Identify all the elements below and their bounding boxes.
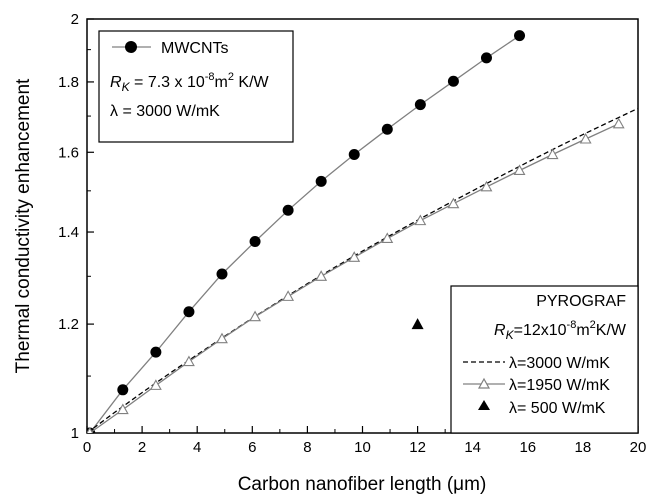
rk-unit: m <box>215 74 228 91</box>
x-tick-label: 14 <box>464 439 481 456</box>
legend-pyrograf: PYROGRAF RK=12x10-8m2K/W λ=3000 W/mK λ=1… <box>450 285 639 434</box>
legend-500-marker <box>478 400 490 410</box>
data-point <box>414 214 427 226</box>
data-point <box>183 306 195 318</box>
series-2 <box>87 117 625 433</box>
data-point <box>480 180 493 192</box>
data-point <box>447 75 459 87</box>
rk-value: = 7.3 x 10 <box>130 74 205 91</box>
rk-symbol: R <box>110 74 122 91</box>
data-point <box>315 175 327 187</box>
x-tick-label: 18 <box>575 439 592 456</box>
data-point <box>116 403 129 415</box>
data-point <box>348 149 360 161</box>
series-1 <box>87 107 638 433</box>
data-point <box>447 197 460 209</box>
series-3 <box>411 318 424 330</box>
data-point <box>480 52 492 64</box>
x-axis: 0 2 4 6 8 10 12 14 16 18 20 <box>83 426 647 456</box>
series-line <box>87 107 638 433</box>
x-tick-label: 8 <box>303 439 311 456</box>
y-tick-label: 1.6 <box>58 144 79 161</box>
x-tick-label: 16 <box>519 439 536 456</box>
data-point <box>411 318 424 330</box>
legend-mwcnts-lambda: λ = 3000 W/mK <box>110 103 220 120</box>
series-layer <box>87 30 638 433</box>
x-tick-label: 12 <box>409 439 426 456</box>
data-point <box>150 346 162 358</box>
legend-pyrograf-rk: RK=12x10-8m2K/W <box>494 319 627 342</box>
data-point <box>315 270 328 281</box>
x-tick-label: 4 <box>193 439 201 456</box>
data-point <box>414 99 426 111</box>
legend-3000-label: λ=3000 W/mK <box>509 355 610 372</box>
x-tick-label: 20 <box>630 439 647 456</box>
data-point <box>579 132 592 144</box>
rk-subscript: K <box>506 328 515 342</box>
series-line <box>89 35 520 433</box>
data-point <box>513 164 526 176</box>
data-point <box>216 268 228 280</box>
legend-pyrograf-title: PYROGRAF <box>536 293 626 310</box>
data-point <box>87 426 94 433</box>
rk-unit-exponent: 2 <box>590 319 596 331</box>
rk-exponent: -8 <box>205 71 215 83</box>
x-tick-label: 0 <box>83 439 91 456</box>
rk-exponent: -8 <box>567 319 577 331</box>
data-point <box>216 332 228 344</box>
data-point <box>282 290 295 301</box>
data-point <box>117 384 129 396</box>
y-tick-label: 2 <box>71 11 79 28</box>
legend-1950-label: λ=1950 W/mK <box>509 377 610 394</box>
rk-symbol: R <box>494 322 506 339</box>
data-point <box>381 123 393 135</box>
legend-500-label: λ= 500 W/mK <box>509 400 606 417</box>
data-point <box>348 251 361 262</box>
y-tick-label: 1 <box>71 425 79 442</box>
rk-value: =12x10 <box>514 322 567 339</box>
series-0 <box>87 30 526 433</box>
y-tick-label: 1.8 <box>58 74 79 91</box>
y-tick-label: 1.2 <box>58 316 79 333</box>
data-point <box>183 355 195 367</box>
legend-1950-marker <box>477 377 491 389</box>
rk-subscript: K <box>122 80 131 94</box>
legend-mwcnts: MWCNTs RK = 7.3 x 10-8m2 K/W λ = 3000 W/… <box>98 30 294 143</box>
rk-unit-exponent: 2 <box>228 71 234 83</box>
y-tick-label: 1.4 <box>58 224 79 241</box>
x-tick-label: 10 <box>354 439 371 456</box>
data-point <box>249 310 261 322</box>
x-axis-title: Carbon nanofiber length (μm) <box>238 474 487 495</box>
data-point <box>249 235 261 247</box>
rk-unit-tail: K/W <box>234 74 270 91</box>
x-tick-label: 6 <box>248 439 256 456</box>
data-point <box>514 30 526 42</box>
data-point <box>381 232 394 244</box>
data-point <box>612 117 625 129</box>
rk-unit: m <box>576 322 589 339</box>
legend-mwcnts-marker <box>125 41 137 53</box>
legend-mwcnts-label: MWCNTs <box>161 40 229 57</box>
y-axis: 1 1.2 1.4 1.6 1.8 2 <box>58 11 94 442</box>
y-axis-title: Thermal conductivity enhancement <box>13 78 34 373</box>
data-point <box>546 148 559 160</box>
data-point <box>149 379 162 390</box>
rk-unit-tail: K/W <box>596 322 627 339</box>
data-point <box>282 204 294 216</box>
legend-mwcnts-rk: RK = 7.3 x 10-8m2 K/W <box>110 71 270 94</box>
x-tick-label: 2 <box>138 439 146 456</box>
